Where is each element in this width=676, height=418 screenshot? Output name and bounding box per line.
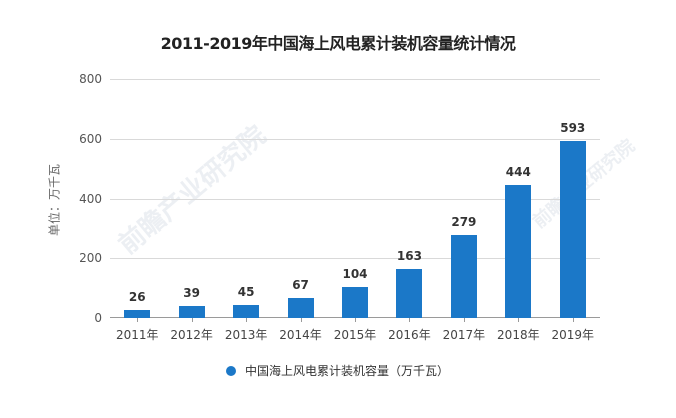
y-tick-label: 600	[79, 131, 102, 146]
x-tick-label: 2012年	[170, 328, 213, 342]
data-label: 104	[342, 266, 368, 281]
x-tick-mark	[300, 318, 302, 322]
bar	[124, 310, 151, 318]
x-tick-label: 2015年	[333, 328, 377, 342]
y-axis-label: 单位：万千瓦	[47, 163, 62, 237]
gridline	[110, 138, 600, 140]
x-tick-mark	[246, 318, 248, 322]
x-tick-mark	[409, 318, 411, 322]
y-tick-label: 800	[79, 72, 102, 86]
x-tick-mark	[463, 318, 465, 322]
bar	[178, 306, 205, 318]
legend-label: 中国海上风电累计装机容量（万千瓦）	[245, 364, 450, 378]
x-tick-label: 2011年	[115, 328, 159, 342]
x-tick-label: 2019年	[551, 328, 595, 342]
gridline	[110, 79, 600, 80]
x-tick-mark	[518, 318, 520, 322]
data-label: 593	[560, 120, 586, 135]
data-label: 67	[292, 277, 309, 292]
y-tick-label: 400	[79, 191, 102, 206]
bar	[396, 269, 423, 318]
x-tick-label: 2013年	[224, 328, 268, 342]
x-tick-mark	[137, 318, 139, 322]
data-label: 279	[451, 214, 477, 229]
x-tick-mark	[191, 318, 193, 322]
data-label: 45	[237, 284, 255, 299]
x-tick-mark	[355, 318, 356, 322]
chart-title: 2011-2019年中国海上风电累计装机容量统计情况	[160, 34, 516, 53]
data-label: 26	[128, 290, 146, 305]
data-label: 39	[183, 286, 200, 301]
bar	[342, 286, 368, 318]
data-label: 163	[396, 249, 422, 264]
x-tick-label: 2016年	[388, 328, 431, 342]
gridline	[110, 258, 600, 260]
data-label: 444	[505, 165, 531, 180]
bar	[450, 234, 477, 318]
gridline	[110, 198, 600, 200]
x-tick-label: 2018年	[497, 328, 540, 342]
plot-area: 26 39 45 67 104 163 279 444 593	[110, 79, 600, 318]
x-tick-label: 2017年	[442, 328, 486, 342]
bar	[287, 297, 314, 318]
y-tick-label: 0	[94, 311, 102, 325]
bar	[505, 185, 532, 318]
bar	[233, 304, 260, 318]
x-tick-label: 2014年	[279, 328, 322, 342]
legend: 中国海上风电累计装机容量（万千瓦）	[226, 362, 449, 379]
x-tick-mark	[572, 318, 574, 322]
legend-marker-icon	[226, 365, 236, 376]
bar	[559, 140, 586, 318]
y-tick-label: 200	[79, 251, 102, 266]
